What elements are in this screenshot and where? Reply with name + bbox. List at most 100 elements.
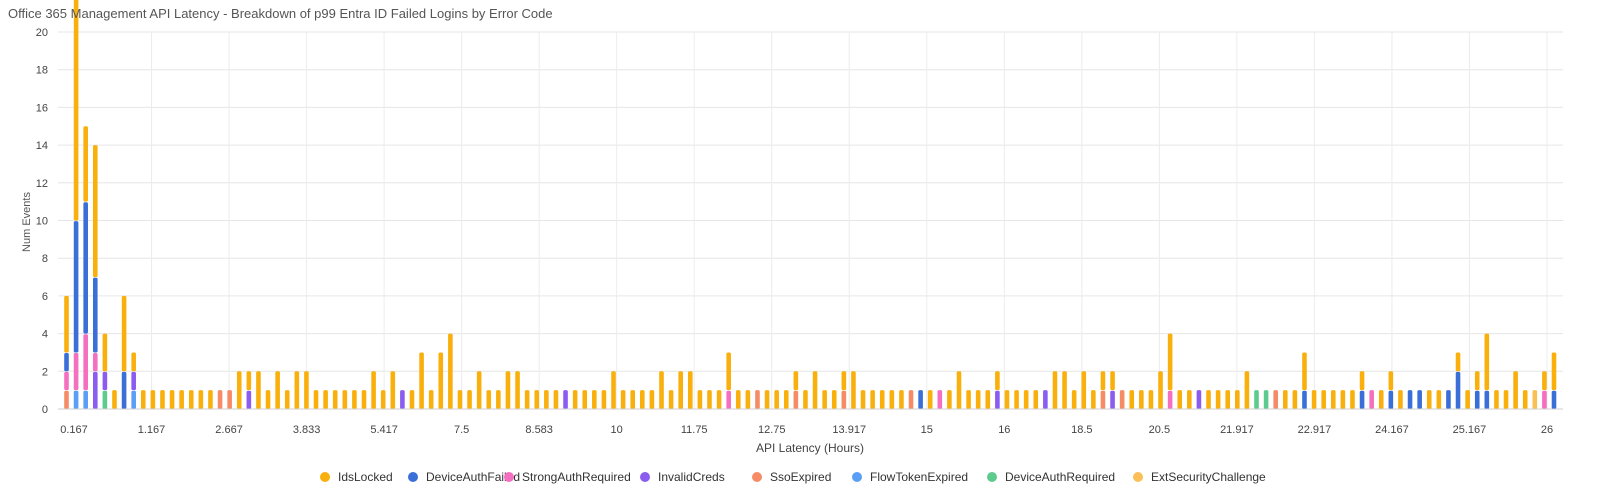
bar-segment-idslocked[interactable] bbox=[534, 390, 540, 409]
bar-segment-ssoexpired[interactable] bbox=[227, 390, 232, 409]
bar-segment-idslocked[interactable] bbox=[1398, 390, 1403, 409]
bar-segment-deviceauthfailed[interactable] bbox=[1417, 390, 1422, 409]
bar-segment-deviceauthfailed[interactable] bbox=[918, 390, 923, 409]
bar-segment-deviceauthfailed[interactable] bbox=[1388, 390, 1394, 409]
bar-segment-deviceauthrequired[interactable] bbox=[1254, 390, 1259, 409]
bar-segment-deviceauthfailed[interactable] bbox=[83, 202, 88, 334]
bar-segment-idslocked[interactable] bbox=[764, 390, 770, 409]
bar-segment-idslocked[interactable] bbox=[1129, 390, 1135, 409]
bar-segment-deviceauthfailed[interactable] bbox=[92, 277, 98, 353]
legend-item[interactable]: ExtSecurityChallenge bbox=[1133, 470, 1266, 484]
bar-segment-idslocked[interactable] bbox=[505, 371, 511, 409]
bar-segment-idslocked[interactable] bbox=[1091, 390, 1096, 409]
bar-segment-idslocked[interactable] bbox=[1321, 390, 1326, 409]
bar-segment-idslocked[interactable] bbox=[1062, 371, 1067, 409]
bar-segment-idslocked[interactable] bbox=[265, 390, 271, 409]
bar-segment-idslocked[interactable] bbox=[524, 390, 530, 409]
bar-segment-extsecuritychallenge[interactable] bbox=[1532, 390, 1538, 409]
bar-segment-idslocked[interactable] bbox=[246, 371, 252, 391]
bar-segment-invalidcreds[interactable] bbox=[92, 371, 98, 409]
bar-segment-idslocked[interactable] bbox=[1513, 371, 1518, 409]
bar-segment-idslocked[interactable] bbox=[812, 371, 818, 409]
bar-segment-strongauthrequired[interactable] bbox=[92, 353, 98, 372]
bar-segment-idslocked[interactable] bbox=[438, 352, 444, 409]
bar-segment-ssoexpired[interactable] bbox=[1119, 390, 1125, 409]
bar-segment-idslocked[interactable] bbox=[1474, 371, 1480, 391]
bar-segment-idslocked[interactable] bbox=[1110, 371, 1115, 391]
bar-segment-idslocked[interactable] bbox=[1292, 390, 1298, 409]
bar-segment-idslocked[interactable] bbox=[1542, 371, 1547, 391]
bar-segment-idslocked[interactable] bbox=[1235, 390, 1240, 409]
bar-segment-idslocked[interactable] bbox=[1023, 390, 1029, 409]
bar-segment-idslocked[interactable] bbox=[1302, 352, 1307, 391]
bar-segment-idslocked[interactable] bbox=[323, 390, 328, 409]
bar-segment-idslocked[interactable] bbox=[745, 390, 751, 409]
bar-segment-idslocked[interactable] bbox=[1167, 333, 1173, 391]
bar-segment-idslocked[interactable] bbox=[1215, 390, 1221, 409]
bar-segment-idslocked[interactable] bbox=[131, 352, 136, 372]
bar-segment-strongauthrequired[interactable] bbox=[1167, 390, 1173, 409]
bar-segment-idslocked[interactable] bbox=[803, 390, 808, 409]
bar-segment-idslocked[interactable] bbox=[188, 390, 194, 409]
bar-segment-idslocked[interactable] bbox=[160, 390, 165, 409]
bar-segment-invalidcreds[interactable] bbox=[1043, 390, 1048, 409]
bar-segment-idslocked[interactable] bbox=[659, 371, 664, 409]
bar-segment-idslocked[interactable] bbox=[620, 390, 626, 409]
bar-segment-idslocked[interactable] bbox=[995, 371, 1000, 391]
legend-item[interactable]: DeviceAuthRequired bbox=[987, 470, 1115, 484]
bar-segment-idslocked[interactable] bbox=[256, 371, 261, 409]
bar-segment-deviceauthrequired[interactable] bbox=[1263, 390, 1269, 409]
bar-segment-idslocked[interactable] bbox=[831, 390, 837, 409]
bar-segment-strongauthrequired[interactable] bbox=[1369, 390, 1374, 409]
bar-segment-idslocked[interactable] bbox=[1014, 390, 1019, 409]
bar-segment-idslocked[interactable] bbox=[140, 390, 146, 409]
bar-segment-idslocked[interactable] bbox=[1033, 390, 1039, 409]
bar-segment-idslocked[interactable] bbox=[1081, 371, 1087, 409]
bar-segment-ssoexpired[interactable] bbox=[793, 390, 799, 409]
bar-segment-idslocked[interactable] bbox=[985, 390, 991, 409]
bar-segment-idslocked[interactable] bbox=[304, 371, 309, 409]
bar-segment-invalidcreds[interactable] bbox=[995, 390, 1000, 409]
bar-segment-deviceauthfailed[interactable] bbox=[1474, 390, 1480, 409]
bar-segment-idslocked[interactable] bbox=[236, 371, 242, 409]
bar-segment-strongauthrequired[interactable] bbox=[726, 390, 731, 409]
bar-segment-invalidcreds[interactable] bbox=[1196, 390, 1202, 409]
bar-segment-idslocked[interactable] bbox=[1330, 390, 1336, 409]
bar-segment-idslocked[interactable] bbox=[1436, 390, 1442, 409]
bar-segment-idslocked[interactable] bbox=[582, 390, 588, 409]
bar-segment-idslocked[interactable] bbox=[735, 390, 741, 409]
bar-segment-idslocked[interactable] bbox=[822, 390, 827, 409]
bar-segment-idslocked[interactable] bbox=[668, 390, 674, 409]
bar-segment-idslocked[interactable] bbox=[879, 390, 885, 409]
bar-segment-invalidcreds[interactable] bbox=[102, 371, 108, 391]
bar-segment-deviceauthfailed[interactable] bbox=[1407, 390, 1413, 409]
bar-segment-idslocked[interactable] bbox=[1177, 390, 1183, 409]
bar-segment-ssoexpired[interactable] bbox=[908, 390, 914, 409]
bar-segment-idslocked[interactable] bbox=[966, 390, 971, 409]
bar-segment-idslocked[interactable] bbox=[687, 371, 693, 409]
bar-segment-strongauthrequired[interactable] bbox=[83, 334, 88, 391]
bar-segment-idslocked[interactable] bbox=[1340, 390, 1346, 409]
bar-segment-idslocked[interactable] bbox=[1004, 390, 1010, 409]
bar-segment-idslocked[interactable] bbox=[707, 390, 712, 409]
bar-segment-idslocked[interactable] bbox=[313, 390, 319, 409]
bar-segment-idslocked[interactable] bbox=[1484, 333, 1490, 391]
bar-segment-idslocked[interactable] bbox=[294, 371, 300, 409]
bar-segment-idslocked[interactable] bbox=[870, 390, 875, 409]
bar-segment-deviceauthfailed[interactable] bbox=[1551, 390, 1557, 409]
bar-segment-idslocked[interactable] bbox=[851, 371, 856, 409]
bar-segment-ssoexpired[interactable] bbox=[1273, 390, 1278, 409]
bar-segment-idslocked[interactable] bbox=[860, 390, 866, 409]
bar-segment-idslocked[interactable] bbox=[899, 390, 904, 409]
bar-segment-idslocked[interactable] bbox=[342, 390, 348, 409]
bar-segment-idslocked[interactable] bbox=[927, 390, 933, 409]
bar-segment-idslocked[interactable] bbox=[640, 390, 645, 409]
bar-segment-idslocked[interactable] bbox=[64, 295, 69, 353]
bar-segment-idslocked[interactable] bbox=[783, 390, 789, 409]
bar-segment-deviceauthfailed[interactable] bbox=[1446, 390, 1451, 409]
bar-segment-idslocked[interactable] bbox=[496, 390, 501, 409]
bar-segment-idslocked[interactable] bbox=[975, 390, 981, 409]
bar-segment-idslocked[interactable] bbox=[726, 352, 731, 391]
bar-segment-idslocked[interactable] bbox=[592, 390, 597, 409]
bar-segment-invalidcreds[interactable] bbox=[131, 371, 136, 391]
